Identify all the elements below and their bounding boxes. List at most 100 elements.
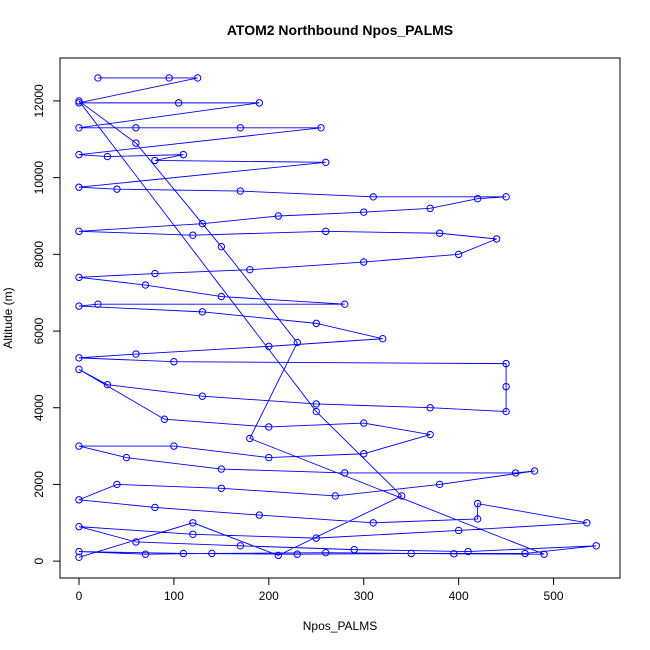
data-point [369, 519, 377, 527]
y-tick-label: 0 [32, 557, 46, 564]
data-point [312, 319, 320, 328]
data-point [75, 354, 83, 362]
data-point [454, 526, 463, 535]
data-point [293, 338, 301, 347]
data-point [151, 269, 159, 278]
data-point [454, 250, 463, 259]
data-point [75, 442, 83, 450]
data-point [122, 453, 131, 462]
data-point [198, 308, 207, 316]
data-point [360, 450, 368, 458]
data-point [75, 97, 83, 105]
data-line [78, 77, 597, 558]
data-point [189, 519, 197, 527]
y-axis-label: Altitude (m) [1, 287, 15, 348]
data-point [473, 195, 482, 203]
data-point [141, 550, 150, 558]
chart-title: ATOM2 Northbound Npos_PALMS [227, 22, 453, 38]
data-point [511, 469, 520, 477]
data-point [464, 547, 472, 556]
data-point [397, 492, 406, 500]
data-point [103, 152, 112, 161]
data-point [113, 480, 121, 489]
data-point [165, 74, 173, 82]
data-point [236, 542, 245, 550]
data-point [94, 300, 102, 308]
data-point [132, 139, 140, 147]
y-tick-label: 8000 [32, 241, 46, 268]
data-point [198, 392, 207, 400]
data-point [331, 492, 339, 500]
y-tick-label: 6000 [32, 317, 46, 344]
data-point [426, 204, 434, 213]
data-point [341, 300, 349, 308]
data-point [450, 550, 458, 558]
data-point [103, 381, 112, 389]
data-point [75, 183, 83, 191]
data-point [426, 430, 434, 439]
data-point [583, 519, 591, 527]
data-point [217, 465, 226, 473]
data-point [530, 467, 539, 475]
data-point [217, 242, 226, 251]
data-point [75, 522, 83, 531]
data-point [94, 74, 102, 82]
data-point [293, 550, 301, 558]
y-tick-label: 4000 [32, 394, 46, 421]
data-point [592, 542, 600, 550]
data-point [492, 235, 501, 243]
data-point [360, 258, 368, 266]
data-point [265, 342, 273, 351]
data-point [236, 124, 245, 132]
data-point [179, 549, 188, 558]
x-tick-label: 400 [449, 589, 469, 603]
data-point [312, 534, 320, 542]
x-tick-label: 500 [544, 589, 564, 603]
x-tick-label: 300 [354, 589, 374, 603]
y-tick-label: 2000 [32, 471, 46, 498]
data-point [75, 553, 83, 561]
data-point [75, 273, 83, 282]
data-point [502, 382, 510, 391]
data-point [341, 469, 349, 477]
data-point [360, 208, 368, 216]
data-point [160, 415, 169, 423]
data-point [360, 419, 368, 427]
data-point [317, 124, 325, 132]
data-point [75, 365, 83, 374]
data-point [132, 538, 140, 546]
data-point [208, 549, 216, 558]
data-point [75, 227, 83, 236]
x-tick-label: 0 [76, 589, 83, 603]
data-point [193, 74, 202, 82]
data-point [502, 193, 510, 201]
data-point [132, 350, 140, 358]
data-point [435, 480, 444, 489]
data-point [113, 185, 121, 193]
data-point [151, 156, 159, 165]
data-point [75, 496, 83, 504]
x-tick-label: 100 [164, 589, 184, 603]
data-point [274, 212, 283, 220]
data-point [75, 99, 83, 107]
data-point [265, 453, 273, 462]
y-tick-label: 12000 [32, 84, 46, 118]
data-point [189, 231, 197, 239]
data-point [502, 407, 510, 416]
data-point [369, 193, 377, 201]
data-point [312, 400, 320, 408]
data-point [322, 227, 330, 236]
data-point [170, 442, 178, 450]
x-axis-label: Npos_PALMS [303, 619, 377, 633]
data-point [151, 503, 159, 512]
y-tick-label: 10000 [32, 161, 46, 195]
data-point [379, 335, 387, 343]
data-point [540, 550, 548, 558]
data-point [170, 358, 178, 366]
data-point [217, 292, 226, 301]
data-point [521, 549, 529, 558]
data-point [255, 99, 264, 107]
data-point [473, 499, 482, 508]
x-tick-label: 200 [259, 589, 279, 603]
